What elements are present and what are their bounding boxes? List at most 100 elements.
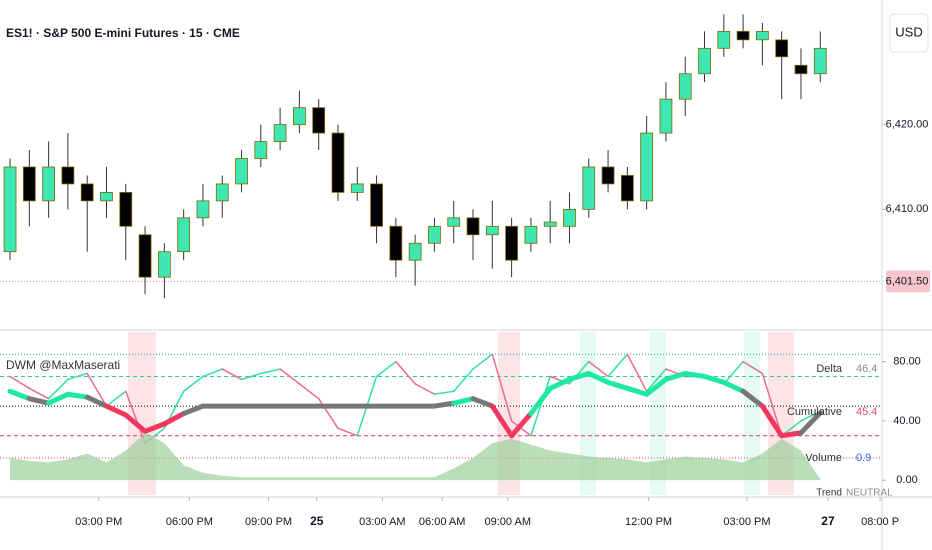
candle-body: [447, 217, 461, 227]
candle-body: [331, 132, 345, 193]
legend-name: Cumulative: [787, 406, 842, 418]
cumulative-segment: [624, 385, 650, 397]
delta-segment: [452, 368, 474, 393]
cumulative-segment: [605, 379, 630, 391]
candle-body: [640, 132, 654, 202]
candle-body: [408, 242, 422, 261]
delta-segment: [9, 375, 31, 390]
cumulative-segment: [644, 376, 669, 397]
delta-segment: [28, 387, 50, 400]
x-tick-label: 03:00 AM: [359, 516, 405, 528]
candle-body: [293, 107, 306, 125]
x-tick-label: 12:00 PM: [625, 516, 672, 528]
cumulative-segment: [702, 373, 727, 385]
candle-body: [350, 183, 364, 193]
delta-segment: [645, 368, 667, 393]
legend-value: 45.4: [856, 406, 877, 418]
x-tick-label: 08:00 P: [861, 516, 899, 528]
candle-body: [775, 39, 789, 58]
candle-body: [813, 47, 827, 75]
delta-segment: [742, 360, 764, 375]
candle-body: [235, 158, 248, 185]
cumulative-segment: [451, 396, 476, 406]
candle-body: [22, 166, 36, 202]
delta-segment: [626, 353, 648, 393]
delta-segment: [588, 360, 609, 378]
trend-value: NEUTRAL: [846, 488, 893, 499]
x-tick-label: 03:00 PM: [723, 516, 770, 528]
delta-segment: [491, 353, 513, 422]
cumulative-segment: [489, 403, 515, 439]
chart-title: ES1! · S&P 500 E-mini Futures · 15 · CME: [6, 26, 240, 40]
cumulative-segment: [26, 396, 52, 406]
x-tick-label: 27: [821, 514, 835, 528]
price-marker: [886, 270, 930, 293]
x-tick-label: 06:00 AM: [419, 516, 465, 528]
cumulative-segment: [123, 412, 148, 434]
plot: 6,410.00 6,420.00 6,401.50 03:00 PM 06:00 PM…: [0, 14, 930, 528]
delta-segment: [202, 368, 223, 378]
delta-segment: [298, 383, 320, 400]
x-tick-label: 03:00 PM: [75, 516, 122, 528]
delta-segment: [414, 383, 436, 395]
cumulative-segment: [759, 403, 785, 439]
delta-segment: [240, 372, 262, 381]
delta-segment: [105, 390, 127, 407]
candle-body: [389, 225, 403, 261]
candle-body: [370, 183, 383, 227]
cumulative-segment: [721, 379, 746, 394]
cumulative-segment: [779, 430, 804, 439]
x-tick-label: 09:00 PM: [245, 516, 292, 528]
indicator-title: DWM @MaxMaserati: [6, 358, 120, 372]
cumulative-segment: [566, 370, 592, 382]
candle-body: [794, 64, 808, 75]
delta-segment: [221, 368, 243, 381]
y-tick-label: 0.00: [896, 474, 917, 486]
candle-body: [157, 251, 171, 278]
delta-segment: [607, 353, 629, 378]
x-tick-label: 09:00 AM: [485, 516, 531, 528]
cumulative-segment: [528, 385, 553, 416]
delta-segment: [86, 372, 108, 407]
currency-box[interactable]: [889, 13, 929, 53]
cumulative-segment: [181, 403, 206, 416]
delta-segment: [761, 372, 783, 437]
candle-body: [42, 166, 55, 202]
candle-body: [601, 166, 615, 185]
y-tick-label: 80.00: [893, 356, 921, 368]
candle-body: [620, 175, 634, 202]
delta-segment: [337, 427, 359, 437]
y-tick-label: 6,410.00: [886, 203, 929, 215]
x-tick-label: 25: [310, 514, 324, 528]
delta-segment: [47, 378, 69, 400]
bull-band: [744, 332, 760, 495]
y-tick-label: 6,420.00: [886, 118, 929, 130]
delta-segment: [260, 368, 281, 375]
cumulative-segment: [84, 394, 109, 409]
candle-body: [215, 183, 229, 202]
cumulative-segment: [7, 388, 32, 402]
candle-body: [428, 225, 441, 244]
cumulative-segment: [798, 410, 823, 436]
cumulative-segment: [142, 421, 167, 434]
x-tick-label: 06:00 PM: [166, 516, 213, 528]
cumulative-segment: [431, 400, 457, 409]
candle-body: [138, 234, 152, 278]
candle-body: [273, 124, 287, 142]
delta-segment: [182, 375, 204, 393]
delta-segment: [375, 360, 397, 378]
delta-segment: [433, 390, 455, 395]
candle-body: [659, 98, 673, 134]
candle-body: [524, 225, 538, 244]
cumulative-segment: [547, 376, 572, 391]
candle-body: [717, 30, 731, 49]
candle-body: [196, 200, 210, 219]
cumulative-segment: [161, 411, 187, 427]
delta-segment: [279, 368, 301, 385]
candle-body: [505, 225, 518, 261]
delta-segment: [472, 353, 494, 370]
cumulative-segment: [65, 391, 90, 400]
y-tick-label: 40.00: [893, 415, 921, 427]
cumulative-segment: [740, 388, 765, 409]
candle-body: [756, 30, 769, 41]
